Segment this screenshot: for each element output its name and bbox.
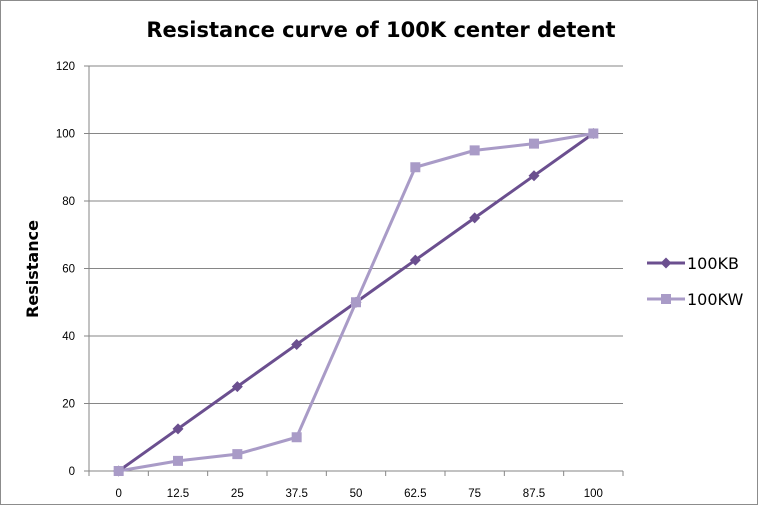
data-point	[173, 455, 183, 466]
gridlines	[89, 65, 623, 404]
legend-item: 100KW	[647, 290, 743, 309]
data-point	[469, 145, 480, 156]
x-tick-labels: 0 12.5 25 37.5 50 62.5 75 87.5 100	[115, 488, 602, 500]
y-tick-label: 40	[62, 331, 75, 343]
chart-title: Resistance curve of 100K center detent	[146, 18, 615, 42]
data-point	[172, 423, 184, 435]
y-tick-label: 80	[62, 196, 75, 208]
series-layer	[113, 128, 599, 477]
y-tick-labels: 0 20 40 60 80 100 120	[56, 61, 75, 478]
legend-item: 100KB	[647, 254, 739, 273]
x-tick-label: 50	[350, 488, 363, 500]
y-tick-label: 60	[62, 264, 75, 276]
x-tick-label: 12.5	[167, 488, 189, 500]
data-point	[529, 138, 539, 149]
series-100kw	[113, 128, 599, 476]
legend: 100KB 100KW	[647, 254, 743, 309]
x-tick-label: 0	[115, 488, 121, 500]
x-tick-label: 37.5	[285, 488, 307, 500]
data-point	[410, 162, 421, 173]
legend-label: 100KW	[687, 290, 743, 309]
data-point	[113, 466, 124, 476]
y-tick-label: 100	[56, 129, 75, 141]
x-tick-label: 100	[584, 488, 603, 500]
data-point	[588, 128, 599, 139]
data-point	[409, 254, 421, 266]
data-point	[291, 338, 303, 350]
axes	[84, 65, 624, 476]
x-tick-label: 62.5	[404, 488, 426, 500]
x-tick-label: 87.5	[523, 488, 545, 500]
y-tick-label: 20	[62, 399, 75, 411]
legend-label: 100KB	[687, 254, 739, 273]
data-point	[232, 449, 243, 460]
data-point	[351, 297, 361, 308]
x-tick-label: 25	[231, 488, 244, 500]
data-point	[231, 381, 243, 393]
data-point	[291, 432, 302, 443]
y-tick-label: 0	[69, 466, 75, 478]
data-point	[528, 170, 540, 182]
y-axis-label: Resistance	[23, 220, 42, 318]
legend-marker	[660, 257, 672, 269]
legend-marker	[661, 294, 671, 304]
x-tick-label: 75	[468, 488, 481, 500]
y-tick-label: 120	[56, 61, 75, 73]
data-point	[469, 212, 481, 224]
